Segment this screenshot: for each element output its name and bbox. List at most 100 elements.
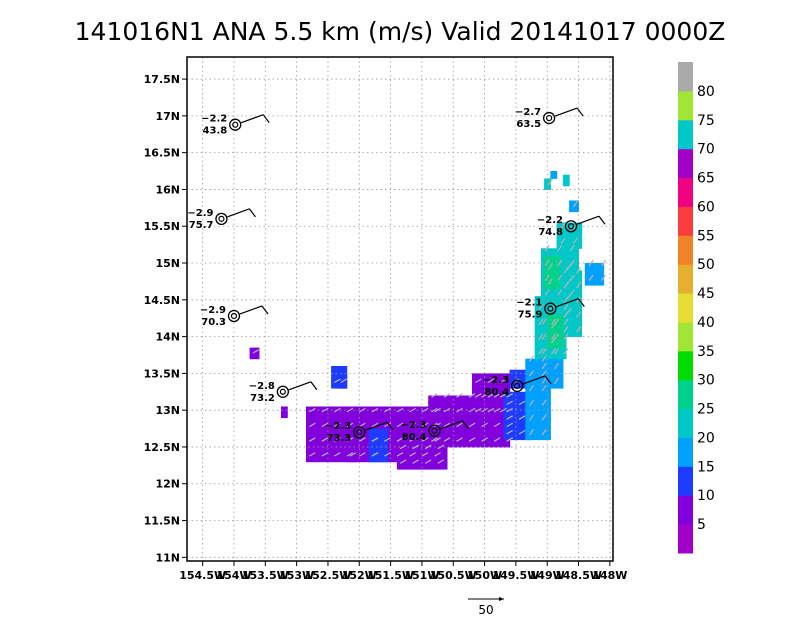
wind-cell [531,366,539,374]
wind-vector [346,452,354,457]
wind-vector [551,333,556,340]
wind-cell [537,366,545,374]
wind-cell [578,292,583,301]
wind-cell [559,351,567,360]
station-barb [262,114,270,124]
wind-cell [534,307,542,316]
wind-cell [396,461,404,470]
wind-cell [525,388,533,396]
wind-vector [541,355,547,362]
wind-cell [541,292,548,301]
wind-cell [569,233,576,242]
wind-vector [371,452,379,457]
wind-vector [572,200,578,208]
wind-cell [550,281,558,290]
wind-vector [434,437,441,442]
wind-cell [381,410,388,419]
colorbar: 5 10 15 20 25 30 35 40 45 50 55 60 65 70 75 80 [678,62,715,554]
wind-cell [306,439,313,448]
wind-cell [318,424,326,433]
colorbar-swatch [678,177,693,207]
wind-vector [308,437,316,442]
wind-cell [447,432,454,441]
wind-cell [566,299,573,308]
wind-cell [562,174,570,179]
x-tick-label: 152.5W [304,569,351,582]
wind-cell [412,424,420,433]
wind-vector [563,326,569,333]
wind-cell [591,270,598,279]
wind-cell [531,417,539,426]
wind-cell [312,432,320,441]
wind-cell [547,292,554,301]
wind-vector [506,437,513,442]
station-label-top: −2.9 [187,208,213,219]
wind-cell [337,380,345,389]
station-center [218,215,225,222]
wind-cell [597,277,605,286]
wind-vector [384,452,391,457]
wind-cell [331,447,338,455]
wind-cell [428,395,435,404]
wind-cell [453,424,460,433]
wind-cell [318,432,326,441]
colorbar-label: 35 [697,344,715,360]
wind-cell [497,432,504,441]
wind-vector [541,318,547,326]
wind-vector [321,437,329,442]
wind-vector [396,422,404,428]
wind-cell [525,432,533,441]
wind-cell [447,439,454,448]
wind-vector [541,384,547,392]
wind-cell [572,299,580,308]
wind-cell [440,417,448,426]
wind-vector [384,407,391,413]
wind-cell [544,388,551,396]
wind-vector [569,289,575,296]
wind-cell [559,255,567,264]
wind-cell [559,263,567,271]
wind-cell [472,402,479,411]
wind-cell [537,395,545,404]
colorbar-swatch [678,206,693,236]
wind-cell [503,417,511,426]
wind-cell [368,454,376,463]
y-tick-label: 11N [155,551,180,564]
wind-cell [556,255,561,260]
wind-cell [324,410,332,419]
colorbar-label: 30 [697,373,715,389]
wind-cell [537,358,545,367]
y-tick-label: 16.5N [144,147,180,160]
wind-cell [478,402,486,411]
wind-cell [597,270,605,279]
wind-cell [368,406,376,411]
y-tick-label: 12.5N [144,441,180,454]
colorbar-label: 45 [697,286,715,302]
y-tick-label: 14N [155,331,180,344]
wind-cell [550,380,558,389]
colorbar-swatch [678,524,693,554]
colorbar-label: 20 [697,431,715,447]
station-center [545,114,553,122]
wind-cell [381,417,388,426]
wind-vector [334,407,341,413]
y-tick-label: 15N [155,257,180,270]
wind-vector [437,459,445,464]
colorbar-label: 15 [697,459,715,475]
wind-cell [381,406,388,411]
wind-cell [440,454,448,463]
wind-cell [453,395,460,404]
wind-cell [559,277,567,286]
station-ring [544,302,557,315]
wind-cell [337,447,345,455]
wind-cell [337,373,345,382]
wind-vector [421,437,429,442]
wind-cell [553,299,561,308]
wind-cell [537,424,545,433]
station-barb-shaft [288,381,312,391]
wind-cell [368,410,376,419]
wind-cell [597,263,605,271]
station-label-top: −2.7 [515,107,541,118]
wind-cell [318,447,326,455]
wind-vector [557,259,563,267]
